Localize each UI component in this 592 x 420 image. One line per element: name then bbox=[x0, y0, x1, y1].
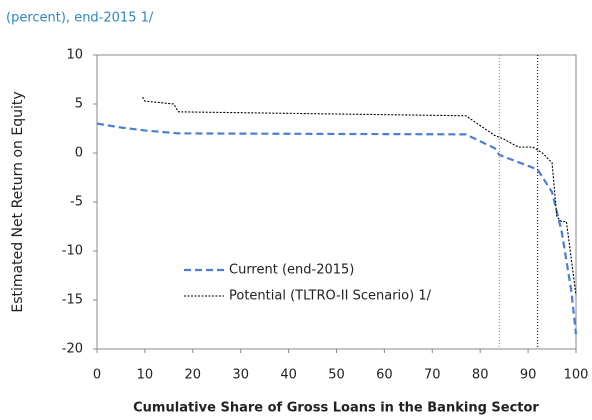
y-tick-label: 5 bbox=[75, 97, 83, 112]
x-tick-label: 100 bbox=[564, 368, 589, 383]
x-tick-label: 10 bbox=[137, 368, 154, 383]
y-tick-label: -15 bbox=[62, 293, 83, 308]
chart-subtitle: (percent), end-2015 1/ bbox=[6, 11, 154, 26]
plot-frame bbox=[96, 54, 577, 350]
line-series bbox=[142, 96, 577, 296]
y-tick-label: 0 bbox=[75, 146, 83, 161]
x-tick-label: 20 bbox=[185, 368, 202, 383]
x-tick-label: 0 bbox=[93, 368, 101, 383]
x-tick-label: 30 bbox=[232, 368, 249, 383]
x-tick-label: 90 bbox=[520, 368, 537, 383]
x-tick-label: 80 bbox=[472, 368, 489, 383]
y-tick-label: -20 bbox=[62, 342, 83, 357]
y-tick-label: -10 bbox=[62, 244, 83, 259]
legend-label: Current (end-2015) bbox=[229, 263, 354, 278]
x-tick-label: 50 bbox=[328, 368, 345, 383]
y-tick-label: -5 bbox=[70, 195, 83, 210]
y-tick-label: 10 bbox=[66, 48, 83, 63]
legend-label: Potential (TLTRO-II Scenario) 1/ bbox=[229, 289, 432, 304]
line-series bbox=[96, 122, 578, 335]
x-axis-label: Cumulative Share of Gross Loans in the B… bbox=[133, 401, 539, 416]
x-tick-label: 60 bbox=[376, 368, 393, 383]
y-axis-label: Estimated Net Return on Equity bbox=[10, 91, 26, 312]
x-tick-label: 40 bbox=[280, 368, 297, 383]
x-tick-label: 70 bbox=[424, 368, 441, 383]
